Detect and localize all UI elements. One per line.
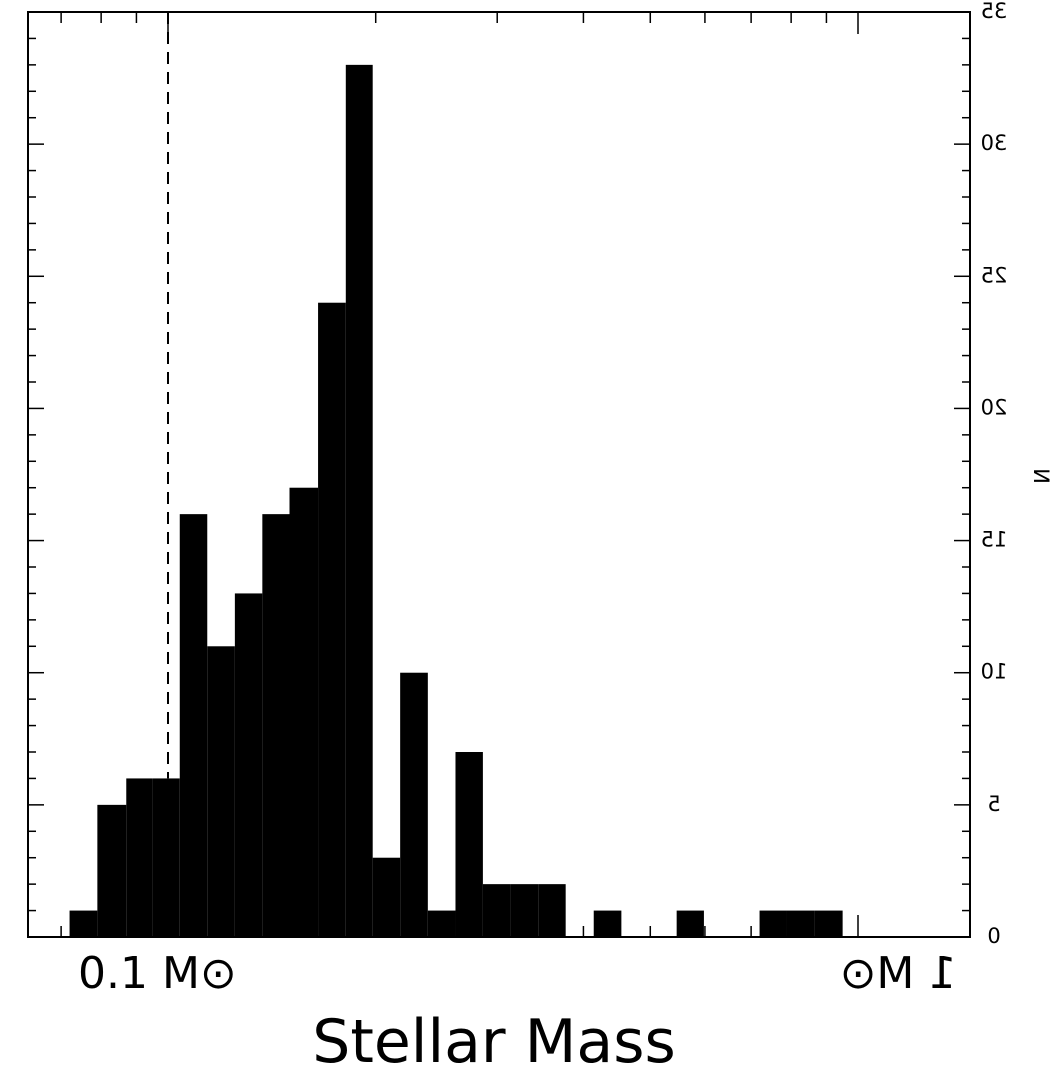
y-axis-title: N: [1029, 468, 1053, 484]
histogram-bar: [207, 646, 235, 937]
histogram-bar: [234, 593, 263, 937]
histogram-bar: [400, 672, 428, 937]
histogram-bar: [289, 487, 319, 937]
y-tick-label: 20: [981, 395, 1008, 419]
histogram-bar: [455, 752, 483, 937]
x-axis-title: Stellar Mass: [312, 1007, 675, 1077]
histogram-bar: [814, 910, 843, 937]
y-tick-labels: 0 5 10 15 20 25 30 35: [981, 0, 1008, 948]
x-tick-label: 0.1 M⊙: [78, 948, 237, 999]
histogram-bar: [318, 302, 346, 937]
histogram-bars: [69, 64, 843, 938]
plot-frame: [27, 11, 971, 938]
y-tick-label: 0: [987, 924, 1000, 948]
histogram-bar: [97, 804, 127, 937]
histogram-bar: [427, 910, 456, 937]
histogram-bar: [593, 910, 622, 937]
histogram-bar: [510, 884, 539, 937]
histogram-bar: [759, 910, 787, 937]
axis-ticks: [28, 11, 970, 938]
y-tick-label: 10: [981, 660, 1008, 684]
y-tick-label: 35: [981, 0, 1008, 23]
histogram-bar: [152, 778, 180, 937]
histogram-bar: [372, 857, 401, 937]
histogram-bar: [69, 910, 98, 937]
histogram-bar: [345, 64, 373, 938]
histogram-bar: [126, 778, 153, 937]
x-tick-labels: 0.1 M⊙ 1 M⊙: [78, 948, 956, 999]
x-tick-label: 1 M⊙: [840, 948, 957, 999]
y-tick-label: 25: [981, 263, 1008, 287]
y-tick-label: 5: [987, 792, 1000, 816]
y-tick-label: 30: [981, 131, 1008, 155]
y-tick-label: 15: [981, 528, 1008, 552]
histogram-bar: [179, 514, 208, 937]
histogram-bar: [262, 514, 290, 937]
histogram-bar: [676, 910, 704, 937]
histogram-bar: [538, 884, 566, 937]
